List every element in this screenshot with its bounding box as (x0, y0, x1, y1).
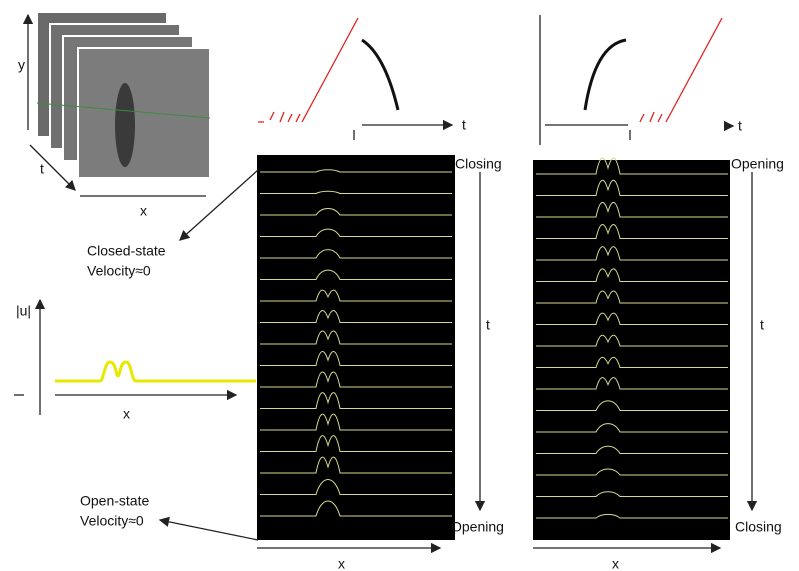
trace (260, 413, 452, 431)
trace (536, 356, 728, 368)
trace (536, 179, 728, 196)
trace (536, 224, 728, 239)
trace (260, 330, 452, 345)
trace (536, 377, 728, 390)
velocity-profile (55, 360, 250, 383)
glottis (115, 83, 135, 167)
trace (260, 228, 452, 237)
u-label: |u| (16, 303, 31, 319)
trace (536, 334, 728, 347)
red-trace (258, 17, 359, 123)
kymograph-panel (533, 160, 730, 540)
trace (536, 468, 728, 476)
closed-state-label: Closed-state (87, 243, 166, 259)
x-label: x (123, 406, 130, 422)
trace (536, 268, 728, 282)
trace (260, 371, 452, 388)
t-label: t (738, 118, 742, 134)
open-state-label: Open-state (80, 493, 149, 509)
t-label: t (462, 117, 466, 133)
trace (536, 445, 728, 454)
trace (260, 169, 452, 173)
trace (260, 289, 452, 302)
opening-plot: t (539, 15, 742, 145)
trace (536, 312, 728, 325)
t-label: t (760, 317, 764, 333)
x-label: x (612, 556, 619, 571)
trace (536, 157, 728, 175)
panel-bottom-label: Closing (735, 519, 782, 535)
pointer-arrow (179, 169, 259, 241)
trace (536, 513, 728, 519)
trace (260, 456, 452, 474)
x-label: x (140, 203, 147, 219)
kymograph-panel (257, 155, 455, 540)
y-label: y (18, 57, 25, 73)
trace (260, 190, 452, 194)
velocity-curve (583, 38, 627, 111)
velocity-curve (361, 38, 400, 111)
trace (260, 392, 452, 409)
trace (536, 290, 728, 304)
open-state-velocity: Velocity≈0 (80, 513, 144, 529)
t-label: t (40, 161, 44, 177)
closing-plot: t (258, 17, 466, 140)
traces (260, 157, 728, 519)
t-label: t (486, 317, 490, 333)
trace (260, 479, 452, 495)
trace (260, 310, 452, 323)
trace (260, 249, 452, 259)
trace (536, 202, 728, 218)
panel-top-label: Closing (455, 156, 502, 172)
trace (536, 491, 728, 497)
trace (260, 269, 452, 280)
frame (77, 47, 211, 179)
t-axis (29, 144, 76, 191)
red-trace (639, 17, 723, 123)
panel-bottom-label: Opening (451, 519, 504, 535)
pointer-arrow (158, 516, 259, 541)
frame-stack (36, 11, 211, 179)
trace (536, 423, 728, 433)
trace (260, 208, 452, 216)
trace (536, 400, 728, 411)
scan-line (36, 102, 211, 119)
trace (260, 500, 452, 517)
x-label: x (338, 556, 345, 571)
trace (260, 351, 452, 366)
closed-state-velocity: Velocity≈0 (87, 263, 151, 279)
trace (536, 246, 728, 261)
trace (260, 435, 452, 452)
panel-top-label: Opening (731, 156, 784, 172)
